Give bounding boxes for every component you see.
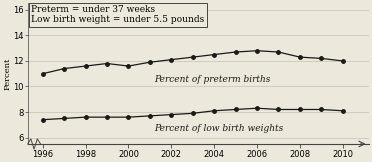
Text: Preterm = under 37 weeks
Low birth weight = under 5.5 pounds: Preterm = under 37 weeks Low birth weigh… [31,5,204,24]
Text: Percent of preterm births: Percent of preterm births [154,75,270,84]
Y-axis label: Percent: Percent [3,58,12,90]
Text: Percent of low birth weights: Percent of low birth weights [154,123,283,133]
